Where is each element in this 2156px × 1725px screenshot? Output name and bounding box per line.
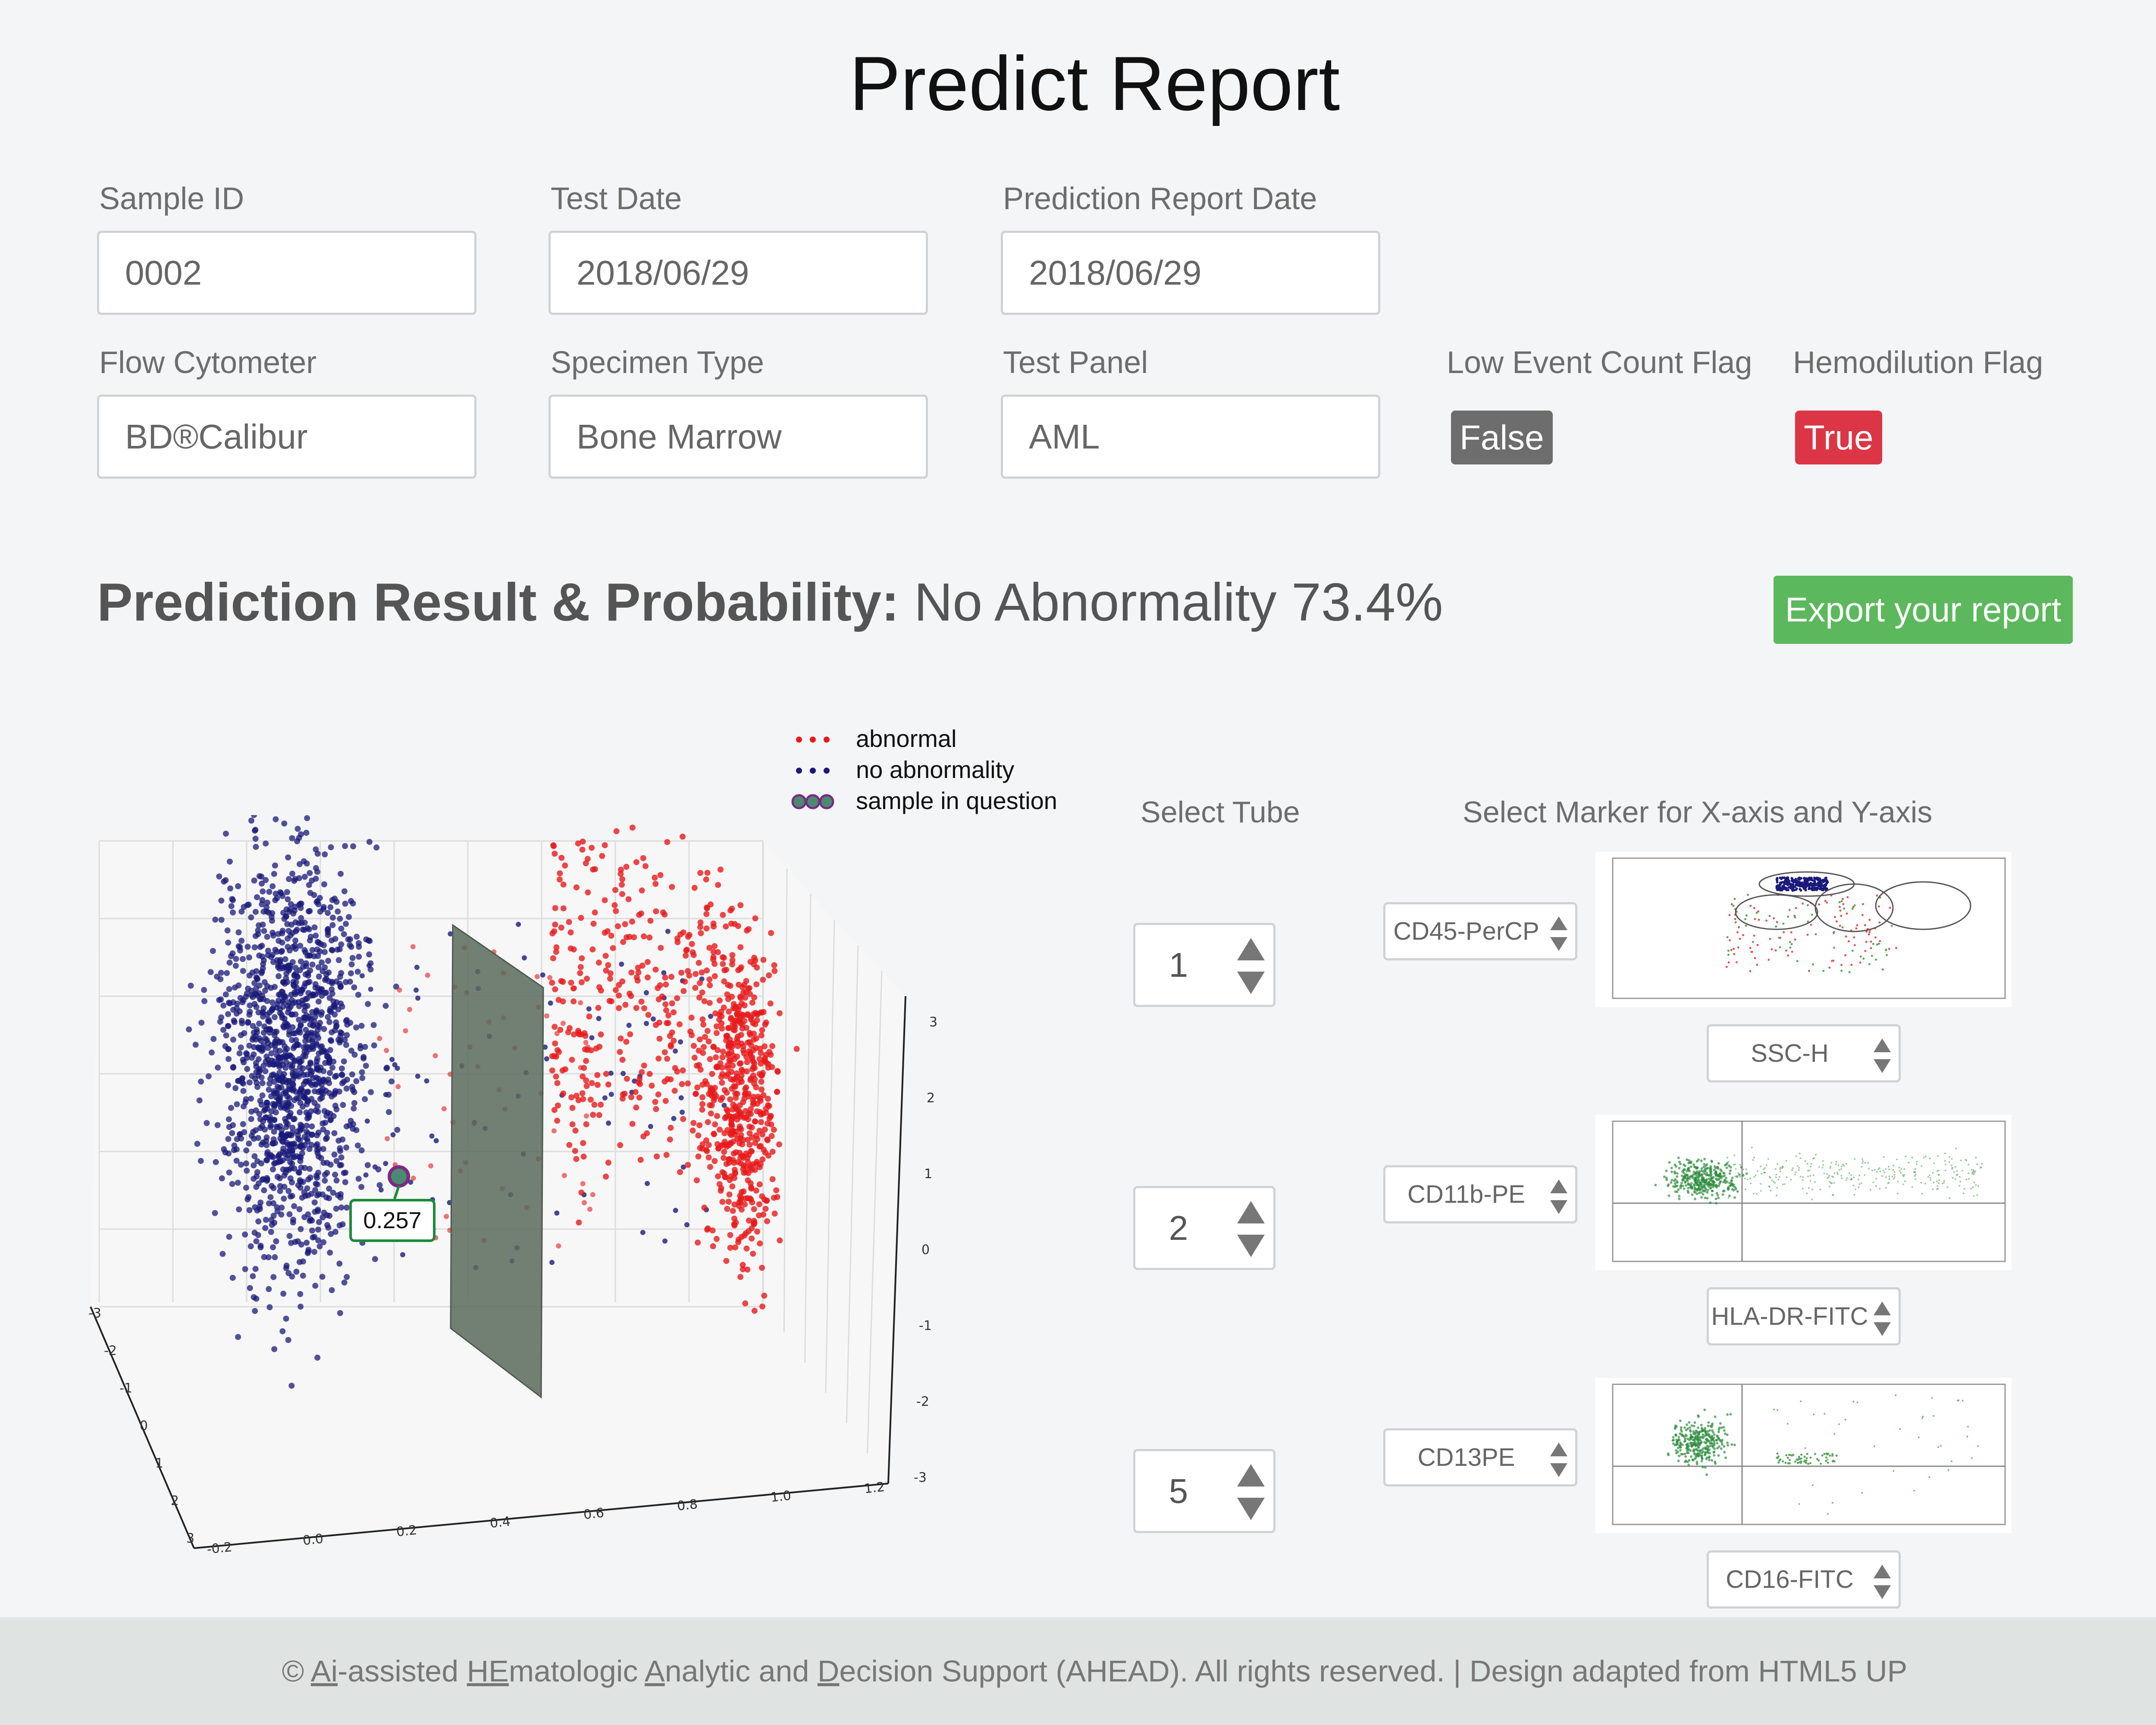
svg-text:-3: -3 bbox=[88, 1306, 101, 1321]
y-marker-select-2[interactable]: CD11b-PE bbox=[1383, 1165, 1577, 1223]
test-date-field[interactable]: 2018/06/29 bbox=[548, 231, 928, 315]
y-marker-select-3[interactable]: CD13PE bbox=[1383, 1428, 1577, 1487]
tube-plot-thumbnail-3 bbox=[1595, 1378, 2012, 1533]
prediction-result-value: No Abnormality 73.4% bbox=[914, 573, 1443, 632]
select-arrows-icon bbox=[1874, 1302, 1891, 1336]
svg-text:1.0: 1.0 bbox=[770, 1488, 792, 1505]
footer-part: -assisted bbox=[338, 1654, 467, 1688]
sample-tooltip: 0.257 bbox=[349, 1199, 436, 1242]
svg-text:2: 2 bbox=[171, 1493, 179, 1509]
select-arrows-icon bbox=[1550, 916, 1567, 951]
svg-text:0: 0 bbox=[921, 1242, 930, 1258]
specimen-type-label: Specimen Type bbox=[551, 345, 764, 380]
legend-no-abnormality: no abnormality bbox=[856, 756, 1015, 783]
select-arrows-icon bbox=[1874, 1038, 1891, 1073]
flow-cytometer-field[interactable]: BD®Calibur bbox=[97, 395, 476, 479]
tube-stepper-1[interactable]: 1 bbox=[1133, 923, 1275, 1007]
y-marker-value: CD11b-PE bbox=[1407, 1180, 1525, 1208]
tube-value: 1 bbox=[1169, 946, 1188, 984]
select-arrows-icon bbox=[1550, 1179, 1567, 1214]
svg-text:1.2: 1.2 bbox=[863, 1480, 885, 1497]
x-marker-value: HLA-DR-FITC bbox=[1711, 1302, 1868, 1330]
x-marker-select-1[interactable]: SSC-H bbox=[1707, 1024, 1901, 1082]
svg-text:2: 2 bbox=[927, 1091, 935, 1106]
footer-part: HE bbox=[467, 1654, 509, 1688]
footer-part: matologic bbox=[508, 1654, 645, 1688]
legend-markers bbox=[791, 737, 834, 809]
legend-marker-sample bbox=[791, 794, 834, 809]
svg-text:3: 3 bbox=[929, 1015, 937, 1030]
tube-plot-thumbnail-1 bbox=[1595, 852, 2012, 1007]
tube-value: 5 bbox=[1169, 1472, 1188, 1510]
tube-stepper-3[interactable]: 5 bbox=[1133, 1449, 1275, 1533]
flow-cytometer-label: Flow Cytometer bbox=[99, 345, 317, 380]
low-event-flag-label: Low Event Count Flag bbox=[1447, 345, 1752, 380]
stepper-arrows-icon[interactable] bbox=[1237, 1464, 1265, 1520]
select-marker-label: Select Marker for X-axis and Y-axis bbox=[1463, 795, 1933, 829]
footer-part: A bbox=[645, 1654, 665, 1688]
tube-value: 2 bbox=[1169, 1209, 1188, 1247]
footer-part: nalytic and bbox=[664, 1654, 818, 1688]
footer-part: Ai bbox=[310, 1654, 338, 1688]
x-marker-value: CD16-FITC bbox=[1726, 1565, 1854, 1593]
test-panel-label: Test Panel bbox=[1003, 345, 1148, 380]
svg-text:0: 0 bbox=[140, 1418, 148, 1433]
prediction-date-field[interactable]: 2018/06/29 bbox=[1001, 231, 1380, 315]
svg-text:3: 3 bbox=[186, 1531, 194, 1546]
svg-text:-3: -3 bbox=[914, 1470, 927, 1485]
stepper-arrows-icon[interactable] bbox=[1237, 938, 1265, 994]
legend-abnormal: abnormal bbox=[856, 725, 957, 752]
y-marker-value: CD45-PerCP bbox=[1393, 917, 1539, 945]
footer-part: ecision Support (AHEAD). All rights rese… bbox=[839, 1654, 1908, 1688]
export-report-button[interactable]: Export your report bbox=[1774, 576, 2073, 644]
decision-plane bbox=[450, 924, 544, 1399]
plot-ticks: -0.2 0.0 0.2 0.4 0.6 0.8 1.0 1.2 -3 -2 -1 0 1 2 3 3 2 1 0 -… bbox=[88, 1015, 937, 1557]
prediction-date-label: Prediction Report Date bbox=[1003, 182, 1317, 216]
y-marker-value: CD13PE bbox=[1417, 1443, 1515, 1471]
footer: © Ai-assisted HEmatologic Analytic and D… bbox=[0, 1617, 2156, 1725]
test-panel-field[interactable]: AML bbox=[1001, 395, 1380, 479]
svg-text:0.8: 0.8 bbox=[676, 1497, 698, 1514]
select-arrows-icon bbox=[1550, 1443, 1567, 1477]
plot-points bbox=[186, 815, 800, 1389]
svg-text:1: 1 bbox=[924, 1167, 932, 1182]
svg-text:1: 1 bbox=[155, 1456, 163, 1471]
svg-text:-2: -2 bbox=[916, 1394, 929, 1409]
svg-text:0.4: 0.4 bbox=[489, 1514, 511, 1531]
x-marker-select-3[interactable]: CD16-FITC bbox=[1707, 1550, 1901, 1609]
hemodilution-flag-badge: True bbox=[1795, 411, 1882, 464]
svg-text:-0.2: -0.2 bbox=[206, 1540, 233, 1557]
svg-text:0.2: 0.2 bbox=[395, 1523, 417, 1540]
legend-sample: sample in question bbox=[856, 787, 1057, 814]
select-arrows-icon bbox=[1874, 1565, 1891, 1599]
scatter-3d-plot[interactable]: -0.2 0.0 0.2 0.4 0.6 0.8 1.0 1.2 -3 -2 -1 0 1 2 3 3 2 1 0 -… bbox=[78, 815, 962, 1565]
svg-text:-2: -2 bbox=[104, 1343, 117, 1358]
svg-text:-1: -1 bbox=[919, 1318, 932, 1333]
footer-copyright: © bbox=[282, 1654, 304, 1688]
legend-marker-abnormal bbox=[796, 737, 830, 743]
x-marker-value: SSC-H bbox=[1751, 1039, 1829, 1067]
legend-marker-no-abnormality bbox=[796, 768, 830, 774]
tube-plot-thumbnail-2 bbox=[1595, 1115, 2012, 1270]
low-event-flag-badge: False bbox=[1451, 411, 1553, 464]
svg-text:0.0: 0.0 bbox=[302, 1531, 324, 1549]
prediction-result: Prediction Result & Probability: No Abno… bbox=[97, 576, 1443, 629]
prediction-result-heading: Prediction Result & Probability: bbox=[97, 573, 899, 632]
x-marker-select-2[interactable]: HLA-DR-FITC bbox=[1707, 1287, 1901, 1346]
select-tube-label: Select Tube bbox=[1141, 795, 1300, 829]
sample-id-field[interactable]: 0002 bbox=[97, 231, 476, 315]
sample-id-label: Sample ID bbox=[99, 182, 244, 216]
tube-stepper-2[interactable]: 2 bbox=[1133, 1186, 1275, 1270]
hemodilution-flag-label: Hemodilution Flag bbox=[1793, 345, 2043, 380]
y-marker-select-1[interactable]: CD45-PerCP bbox=[1383, 902, 1577, 960]
svg-text:-1: -1 bbox=[119, 1381, 132, 1396]
stepper-arrows-icon[interactable] bbox=[1237, 1201, 1265, 1257]
footer-part: D bbox=[817, 1654, 840, 1688]
page-title: Predict Report bbox=[849, 41, 1340, 126]
svg-text:0.6: 0.6 bbox=[583, 1505, 605, 1523]
test-date-label: Test Date bbox=[551, 182, 682, 216]
specimen-type-field[interactable]: Bone Marrow bbox=[548, 395, 928, 479]
